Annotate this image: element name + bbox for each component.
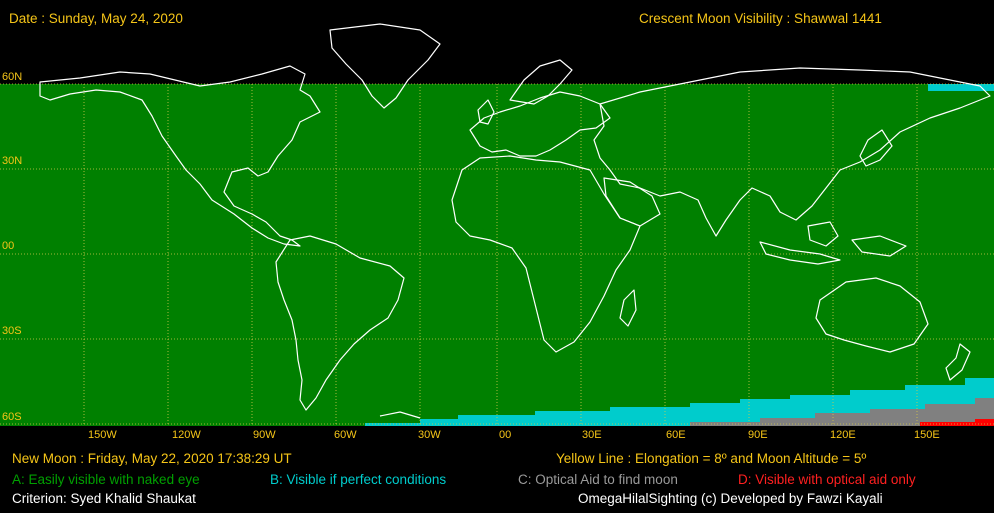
- legend-b: B: Visible if perfect conditions: [270, 472, 447, 487]
- lon-label-120e: 120E: [830, 429, 856, 441]
- date-label: Date : Sunday, May 24, 2020: [9, 11, 183, 26]
- lon-label-120w: 120W: [172, 429, 201, 441]
- coastlines: [39, 23, 991, 419]
- legend-a: A: Easily visible with naked eye: [12, 472, 200, 487]
- lat-label-60s: 60S: [2, 411, 22, 423]
- lat-label-30n: 30N: [2, 155, 23, 167]
- lon-label-60w: 60W: [334, 429, 357, 441]
- criterion-label: Criterion: Syed Khalid Shaukat: [12, 491, 196, 506]
- lat-label-30s: 30S: [2, 325, 22, 337]
- lon-label-30e: 30E: [582, 429, 602, 441]
- lat-label-60n: 60N: [2, 71, 23, 83]
- lat-label-0: 00: [2, 240, 15, 252]
- grid-lines: [0, 83, 994, 426]
- credit-label: OmegaHilalSighting (c) Developed by Fawz…: [578, 491, 883, 506]
- lon-label-150e: 150E: [914, 429, 940, 441]
- title-label: Crescent Moon Visibility : Shawwal 1441: [639, 11, 882, 26]
- legend-d: D: Visible with optical aid only: [738, 472, 916, 487]
- lon-label-150w: 150W: [88, 429, 117, 441]
- zone-b-patch: [928, 84, 994, 91]
- lon-label-60e: 60E: [666, 429, 686, 441]
- legend-c: C: Optical Aid to find moon: [518, 472, 678, 487]
- zone-c-area: [690, 398, 994, 426]
- lon-label-90w: 90W: [253, 429, 276, 441]
- lon-label-90e: 90E: [748, 429, 768, 441]
- lon-label-30w: 30W: [418, 429, 441, 441]
- lon-label-0: 00: [499, 429, 512, 441]
- new-moon-label: New Moon : Friday, May 22, 2020 17:38:29…: [12, 451, 292, 466]
- yellow-line-label: Yellow Line : Elongation = 8º and Moon A…: [556, 451, 867, 466]
